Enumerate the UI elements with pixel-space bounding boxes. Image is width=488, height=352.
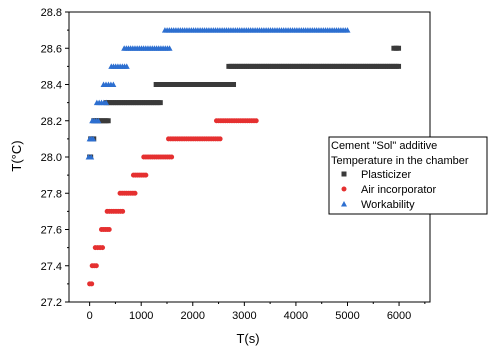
y-tick-label: 28.4 (41, 80, 62, 92)
data-point (166, 45, 173, 51)
legend: Cement "Sol" additive Temperature in the … (328, 136, 488, 215)
data-point (105, 118, 111, 124)
x-axis: 0 1000 2000 3000 4000 5000 6000 (87, 302, 426, 322)
data-point (143, 172, 149, 178)
data-point (217, 136, 223, 142)
data-point (396, 63, 402, 69)
data-point (396, 45, 402, 51)
legend-entry: Plasticizer (361, 169, 411, 181)
legend-marker (341, 201, 347, 207)
data-point (95, 117, 102, 124)
y-axis: 27.2 27.4 27.6 27.8 28.0 28.2 28.4 28.6 28.8 (41, 7, 69, 309)
y-tick-label: 28.8 (41, 7, 62, 19)
y-tick-label: 27.4 (41, 261, 62, 273)
data-point (253, 118, 259, 124)
data-point (100, 245, 106, 251)
data-point (88, 154, 95, 160)
legend-box (328, 136, 488, 215)
series-layer (85, 27, 402, 287)
series-air-incorporator (87, 118, 259, 287)
x-tick-label: 0 (87, 310, 93, 322)
series-plasticizer (87, 45, 402, 160)
x-tick-label: 6000 (387, 310, 411, 322)
legend-marker (341, 186, 347, 192)
y-tick-label: 27.2 (41, 297, 62, 309)
legend-marker (341, 171, 347, 177)
data-point (157, 100, 163, 106)
legend-title: Cement "Sol" additive (331, 140, 437, 152)
data-point (120, 208, 126, 214)
x-tick-label: 1000 (129, 310, 153, 322)
x-tick-label: 5000 (335, 310, 359, 322)
y-axis-title: T(°C) (9, 140, 24, 171)
data-point (123, 63, 130, 69)
x-axis-title: T(s) (236, 331, 259, 346)
data-point (93, 263, 99, 269)
y-tick-label: 28.0 (41, 152, 62, 164)
y-tick-label: 27.6 (41, 225, 62, 237)
x-tick-label: 2000 (181, 310, 205, 322)
data-point (169, 154, 175, 160)
data-point (89, 281, 95, 287)
data-point (231, 82, 237, 87)
y-tick-label: 28.6 (41, 43, 62, 55)
data-point (103, 99, 110, 106)
x-tick-label: 3000 (232, 310, 256, 322)
legend-entry: Air incorporator (361, 184, 437, 196)
x-tick-label: 4000 (284, 310, 308, 322)
data-point (90, 135, 97, 142)
data-point (106, 227, 112, 232)
y-tick-label: 27.8 (41, 188, 62, 200)
series-workability (85, 27, 351, 160)
data-point (344, 27, 351, 33)
legend-title: Temperature in the chamber (331, 155, 469, 167)
data-point (132, 190, 138, 196)
data-point (110, 81, 117, 87)
legend-entry: Workability (361, 199, 415, 211)
y-tick-label: 28.2 (41, 116, 62, 128)
